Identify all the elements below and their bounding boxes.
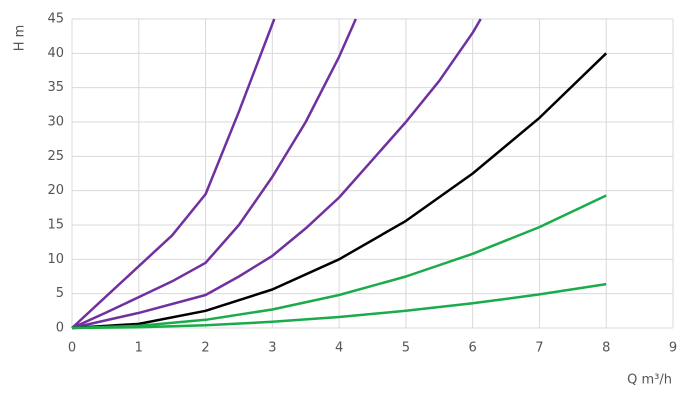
curve xyxy=(71,194,607,330)
y-tick-label: 30 xyxy=(47,115,64,130)
y-tick-label: 25 xyxy=(47,149,64,164)
y-tick-label: 20 xyxy=(47,183,64,198)
y-axis-label: H m xyxy=(13,25,28,52)
x-tick-label: 1 xyxy=(135,341,143,356)
x-tick-label: 9 xyxy=(669,341,677,356)
x-tick-label: 7 xyxy=(535,341,543,356)
y-tick-label: 15 xyxy=(47,218,64,233)
y-tick-label: 45 xyxy=(47,12,64,27)
x-tick-label: 4 xyxy=(335,341,343,356)
x-tick-label: 8 xyxy=(602,341,610,356)
x-tick-label: 3 xyxy=(268,341,276,356)
curve xyxy=(71,18,482,330)
curve xyxy=(71,18,357,330)
y-tick-label: 0 xyxy=(56,321,64,336)
y-tick-label: 40 xyxy=(47,46,64,61)
y-tick-label: 5 xyxy=(56,286,64,301)
x-tick-label: 0 xyxy=(68,341,76,356)
x-axis-label: Q m³/h xyxy=(627,373,672,388)
curve xyxy=(71,18,276,329)
x-tick-label: 2 xyxy=(201,341,209,356)
y-tick-label: 10 xyxy=(47,252,64,267)
x-tick-label: 5 xyxy=(402,341,410,356)
x-tick-label: 6 xyxy=(469,341,477,356)
curve xyxy=(71,52,608,330)
y-tick-label: 35 xyxy=(47,80,64,95)
curve xyxy=(71,282,607,330)
